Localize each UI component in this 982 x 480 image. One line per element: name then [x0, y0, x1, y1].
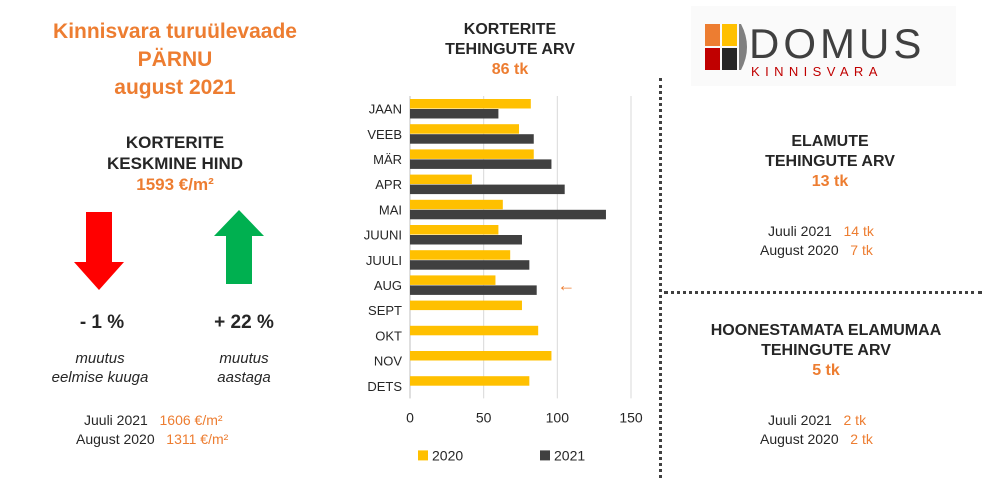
- legend-label: 2021: [554, 447, 585, 463]
- logo-brand: DOMUS: [749, 20, 926, 67]
- category-label: DETS: [367, 379, 402, 394]
- chart-heading-2: TEHINGUTE ARV: [445, 41, 575, 58]
- bar-2020: [410, 199, 503, 210]
- category-label: OKT: [375, 328, 402, 343]
- title-line-1: Kinnisvara turuülevaade: [53, 20, 297, 43]
- bar-2021: [410, 235, 522, 245]
- category-label: APR: [375, 177, 402, 192]
- x-tick-label: 100: [546, 409, 570, 425]
- vertical-divider: [659, 78, 662, 478]
- houses-block: ELAMUTE TEHINGUTE ARV 13 tk: [700, 132, 960, 192]
- bar-2021: [410, 109, 499, 119]
- yearly-change-pct: + 22 %: [214, 312, 274, 333]
- title-line-3: august 2021: [114, 76, 236, 99]
- annotation-arrow: ←: [557, 275, 575, 295]
- avg-price-value: 1593 €/m²: [136, 175, 214, 194]
- category-label: JAAN: [369, 102, 402, 117]
- monthly-change-pct: - 1 %: [79, 312, 125, 333]
- monthly-note-line-2: eelmise kuuga: [51, 369, 149, 386]
- horizontal-divider: [664, 291, 982, 294]
- houses-compare-row: August 2020 7 tk: [760, 241, 873, 260]
- land-heading-1: HOONESTAMATA ELAMUMAA: [710, 322, 942, 339]
- land-compare-row: Juuli 2021 2 tk: [768, 411, 866, 430]
- bar-2020: [410, 149, 534, 159]
- compare-label: Juuli 2021: [84, 412, 148, 428]
- legend-swatch-2021: [540, 450, 550, 461]
- land-value: 5 tk: [812, 362, 840, 379]
- category-label: JUULI: [366, 253, 402, 268]
- compare-value: 7 tk: [850, 242, 873, 258]
- houses-compare-row: Juuli 2021 14 tk: [768, 222, 874, 241]
- compare-label: August 2020: [76, 431, 155, 447]
- yearly-note-line-2: aastaga: [217, 369, 271, 386]
- x-tick-label: 0: [406, 409, 414, 425]
- bar-2020: [410, 275, 496, 285]
- bar-2020: [410, 250, 511, 260]
- price-compare-row: Juuli 2021 1606 €/m²: [84, 411, 223, 430]
- bar-2020: [410, 124, 520, 134]
- bar-2020: [410, 300, 522, 311]
- monthly-change-note: muutus eelmise kuuga: [30, 349, 170, 387]
- bar-2021: [410, 184, 565, 195]
- monthly-note-line-1: muutus: [75, 350, 125, 367]
- bar-2020: [410, 174, 472, 185]
- category-label: JUUNI: [364, 228, 402, 243]
- x-tick-label: 50: [476, 409, 492, 425]
- domus-logo: DOMUS KINNISVARA: [691, 6, 956, 86]
- land-compare-row: August 2020 2 tk: [760, 430, 873, 449]
- yearly-note-line-1: muutus: [219, 350, 269, 367]
- avg-price-heading-1: KORTERITE: [125, 133, 225, 152]
- compare-label: Juuli 2021: [768, 412, 832, 428]
- houses-heading-2: TEHINGUTE ARV: [765, 153, 895, 170]
- apartment-deals-chart: JAAN VEEB MÄR APR MAI JUUNI JUULI AUG SEPT OKT NOV…: [364, 96, 643, 463]
- category-label: MAI: [379, 202, 402, 217]
- compare-label: August 2020: [760, 431, 839, 447]
- arrow-up-icon: [214, 210, 264, 284]
- bar-2021: [410, 134, 534, 144]
- houses-heading-1: ELAMUTE: [791, 133, 869, 150]
- bar-2020: [410, 225, 499, 235]
- category-label: MÄR: [373, 152, 402, 167]
- legend-label: 2020: [432, 447, 463, 463]
- avg-price-block: KORTERITE KESKMINE HIND 1593 €/m²: [40, 132, 310, 195]
- logo-sub: KINNISVARA: [751, 64, 883, 79]
- compare-value: 2 tk: [843, 412, 867, 428]
- bar-2021: [410, 159, 552, 169]
- chart-heading-1: KORTERITE: [463, 21, 557, 38]
- compare-value: 14 tk: [843, 223, 874, 239]
- compare-label: Juuli 2021: [768, 223, 832, 239]
- land-heading-2: TEHINGUTE ARV: [761, 342, 891, 359]
- bar-2020: [410, 99, 531, 109]
- compare-label: August 2020: [760, 242, 839, 258]
- title-line-2: PÄRNU: [137, 48, 213, 71]
- domus-logo-mark: [705, 24, 747, 70]
- bar-2021: [410, 260, 530, 270]
- chart-heading-value: 86 tk: [491, 61, 529, 78]
- yearly-change-note: muutus aastaga: [174, 349, 314, 387]
- x-tick-label: 150: [619, 409, 643, 425]
- category-label: VEEB: [367, 127, 402, 142]
- bar-2020: [410, 351, 552, 361]
- price-compare-row: August 2020 1311 €/m²: [76, 430, 228, 449]
- bar-2021: [410, 285, 537, 295]
- compare-value: 1606 €/m²: [159, 412, 223, 428]
- chart-heading: KORTERITE TEHINGUTE ARV 86 tk: [410, 20, 610, 80]
- bar-2020: [410, 325, 539, 336]
- bar-2020: [410, 376, 530, 386]
- avg-price-heading-2: KESKMINE HIND: [106, 154, 243, 173]
- houses-value: 13 tk: [811, 173, 849, 190]
- compare-value: 2 tk: [850, 431, 873, 447]
- category-label: SEPT: [368, 303, 402, 318]
- arrow-down-icon: [74, 212, 124, 290]
- category-label: NOV: [374, 354, 403, 369]
- legend-swatch-2020: [418, 450, 428, 461]
- bar-2021: [410, 209, 606, 220]
- land-block: HOONESTAMATA ELAMUMAA TEHINGUTE ARV 5 tk: [676, 321, 976, 381]
- category-label: AUG: [374, 278, 402, 293]
- compare-value: 1311 €/m²: [166, 431, 229, 447]
- page-title: Kinnisvara turuülevaade PÄRNU august 202…: [20, 18, 330, 102]
